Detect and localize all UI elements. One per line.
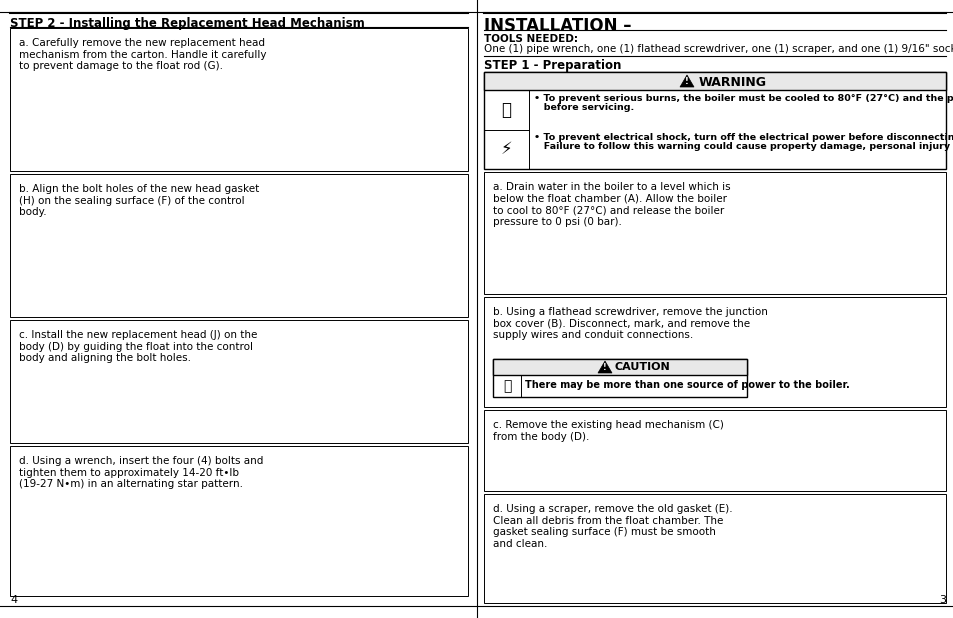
Text: 3: 3 bbox=[938, 595, 945, 605]
Text: !: ! bbox=[602, 363, 606, 373]
Polygon shape bbox=[598, 361, 612, 373]
Bar bbox=[10, 28, 468, 171]
Text: • To prevent electrical shock, turn off the electrical power before disconnectin: • To prevent electrical shock, turn off … bbox=[534, 133, 953, 143]
Bar bbox=[483, 297, 945, 407]
Text: b. Align the bolt holes of the new head gasket
(H) on the sealing surface (F) of: b. Align the bolt holes of the new head … bbox=[19, 184, 259, 217]
Text: There may be more than one source of power to the boiler.: There may be more than one source of pow… bbox=[524, 380, 849, 390]
Text: a. Drain water in the boiler to a level which is
below the float chamber (A). Al: a. Drain water in the boiler to a level … bbox=[493, 182, 730, 227]
Text: INSTALLATION –: INSTALLATION – bbox=[483, 17, 631, 35]
Bar bbox=[483, 410, 945, 491]
Text: CAUTION: CAUTION bbox=[615, 362, 670, 372]
Text: 4: 4 bbox=[10, 595, 17, 605]
Text: a. Carefully remove the new replacement head
mechanism from the carton. Handle i: a. Carefully remove the new replacement … bbox=[19, 38, 266, 71]
Text: 🔥: 🔥 bbox=[501, 101, 511, 119]
Text: STEP 2 - Installing the Replacement Head Mechanism: STEP 2 - Installing the Replacement Head… bbox=[10, 17, 364, 30]
Text: STEP 1 - Preparation: STEP 1 - Preparation bbox=[483, 59, 620, 72]
Bar bbox=[483, 494, 945, 603]
Bar bbox=[10, 320, 468, 443]
Polygon shape bbox=[679, 75, 693, 87]
Text: One (1) pipe wrench, one (1) flathead screwdriver, one (1) scraper, and one (1) : One (1) pipe wrench, one (1) flathead sc… bbox=[483, 44, 953, 54]
Text: d. Using a scraper, remove the old gasket (E).
Clean all debris from the float c: d. Using a scraper, remove the old gaske… bbox=[493, 504, 732, 549]
Text: c. Remove the existing head mechanism (C)
from the body (D).: c. Remove the existing head mechanism (C… bbox=[493, 420, 723, 442]
Bar bbox=[483, 72, 945, 169]
Text: ⚡: ⚡ bbox=[500, 140, 512, 158]
Bar bbox=[483, 172, 945, 294]
Text: !: ! bbox=[684, 77, 688, 87]
Bar bbox=[493, 359, 746, 375]
Text: c. Install the new replacement head (J) on the
body (D) by guiding the float int: c. Install the new replacement head (J) … bbox=[19, 330, 257, 363]
Text: Failure to follow this warning could cause property damage, personal injury or d: Failure to follow this warning could cau… bbox=[534, 142, 953, 151]
Text: WARNING: WARNING bbox=[699, 76, 766, 89]
Bar bbox=[493, 359, 746, 397]
Bar bbox=[483, 72, 945, 90]
Text: d. Using a wrench, insert the four (4) bolts and
tighten them to approximately 1: d. Using a wrench, insert the four (4) b… bbox=[19, 456, 263, 489]
Text: b. Using a flathead screwdriver, remove the junction
box cover (B). Disconnect, : b. Using a flathead screwdriver, remove … bbox=[493, 307, 767, 340]
Text: 💥: 💥 bbox=[502, 379, 511, 393]
Bar bbox=[10, 446, 468, 596]
Text: before servicing.: before servicing. bbox=[534, 103, 634, 111]
Bar bbox=[10, 174, 468, 317]
Text: • To prevent serious burns, the boiler must be cooled to 80°F (27°C) and the pre: • To prevent serious burns, the boiler m… bbox=[534, 94, 953, 103]
Text: TOOLS NEEDED:: TOOLS NEEDED: bbox=[483, 34, 578, 44]
